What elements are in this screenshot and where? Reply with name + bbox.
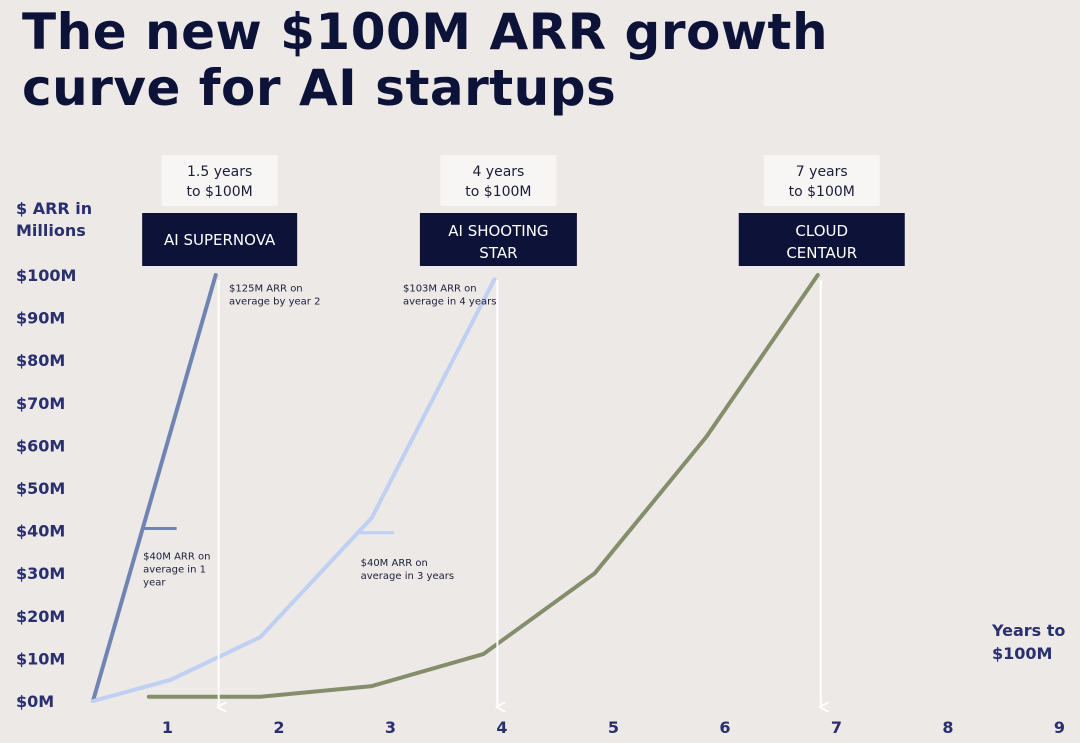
y-tick-label: $70M bbox=[16, 394, 65, 413]
annotation-text-line-2: average in 4 years bbox=[403, 296, 496, 307]
annotation-text: $103M ARR on average in 4 years bbox=[403, 283, 496, 307]
y-axis-ticks: $0M $10M $20M $30M $40M $50M $60M $70M $80M $90M $… bbox=[16, 266, 76, 711]
category-label-line-1: AI SHOOTING bbox=[448, 222, 548, 240]
y-tick-label: $80M bbox=[16, 351, 65, 370]
series-line-3 bbox=[146, 273, 820, 699]
duration-label: 4 years to $100M bbox=[465, 164, 531, 200]
x-tick-label: 6 bbox=[719, 718, 730, 737]
y-axis-label: $ ARR in Millions bbox=[16, 199, 92, 240]
category-label: AI SUPERNOVA bbox=[164, 231, 276, 249]
x-axis-title-line-1: Years to bbox=[991, 621, 1065, 640]
category-label-line-1: AI SUPERNOVA bbox=[164, 231, 276, 249]
duration-label-line-2: to $100M bbox=[789, 184, 855, 200]
series-lines bbox=[91, 273, 820, 703]
annotation-text-line-1: $40M ARR on bbox=[361, 558, 428, 569]
annotation-text-line-2: average by year 2 bbox=[229, 296, 320, 307]
annotation-text: $40M ARR on average in 3 years bbox=[361, 558, 454, 582]
x-axis-title: Years to $100M bbox=[991, 621, 1065, 663]
x-tick-label: 3 bbox=[385, 718, 396, 737]
y-tick-label: $90M bbox=[16, 309, 65, 328]
duration-label-line-2: to $100M bbox=[465, 184, 531, 200]
x-tick-label: 2 bbox=[273, 718, 284, 737]
annotation-text: $40M ARR on average in 1 year bbox=[143, 552, 210, 589]
annotations: $125M ARR on average by year 2 $103M ARR o… bbox=[143, 283, 496, 589]
y-axis-title-line-1: $ ARR in bbox=[16, 199, 92, 218]
duration-label: 7 years to $100M bbox=[789, 164, 855, 200]
milestone-3: 7 years to $100M CLOUD CENTAUR bbox=[738, 155, 905, 707]
annotation-1: $125M ARR on average by year 2 bbox=[229, 283, 320, 307]
x-tick-label: 1 bbox=[162, 718, 173, 737]
annotation-text-line-1: $125M ARR on bbox=[229, 283, 303, 294]
y-tick-label: $60M bbox=[16, 436, 65, 455]
duration-label-line-2: to $100M bbox=[187, 184, 253, 200]
y-tick-label: $50M bbox=[16, 479, 65, 498]
annotation-text-line-3: year bbox=[143, 578, 166, 589]
series-line-2 bbox=[91, 277, 497, 703]
category-label-line-2: CENTAUR bbox=[786, 244, 857, 262]
x-axis-title-line-2: $100M bbox=[992, 644, 1052, 663]
duration-label-line-1: 4 years bbox=[472, 164, 524, 180]
annotation-text-line-2: average in 3 years bbox=[361, 571, 454, 582]
annotation-2: $103M ARR on average in 4 years bbox=[403, 283, 496, 307]
annotation-3: $40M ARR on average in 1 year bbox=[143, 526, 210, 589]
annotation-text-line-1: $40M ARR on bbox=[143, 552, 210, 563]
y-tick-label: $30M bbox=[16, 564, 65, 583]
x-tick-label: 8 bbox=[942, 718, 953, 737]
y-tick-label: $10M bbox=[16, 649, 65, 668]
category-box bbox=[142, 213, 298, 266]
duration-box bbox=[440, 155, 557, 206]
y-tick-label: $100M bbox=[16, 266, 76, 285]
y-tick-label: $40M bbox=[16, 522, 65, 541]
annotation-text-line-2: average in 1 bbox=[143, 565, 206, 576]
category-label: AI SHOOTING STAR bbox=[448, 222, 548, 262]
x-tick-label: 5 bbox=[608, 718, 619, 737]
annotation-text-line-1: $103M ARR on bbox=[403, 283, 477, 294]
category-label-line-1: CLOUD bbox=[795, 222, 848, 240]
milestone-2: 4 years to $100M AI SHOOTING STAR bbox=[419, 155, 577, 707]
duration-box bbox=[161, 155, 278, 206]
series-line-1 bbox=[91, 273, 218, 703]
title-line-1: The new $100M ARR growth bbox=[22, 3, 829, 61]
duration-label: 1.5 years to $100M bbox=[187, 164, 253, 200]
category-label-line-2: STAR bbox=[479, 244, 517, 262]
x-axis-label: Years to $100M bbox=[991, 621, 1065, 663]
milestone-1: 1.5 years to $100M AI SUPERNOVA bbox=[142, 155, 298, 707]
annotation-4: $40M ARR on average in 3 years bbox=[360, 531, 454, 582]
milestone-markers: 1.5 years to $100M AI SUPERNOVA 4 years to $… bbox=[142, 155, 905, 707]
x-tick-label: 9 bbox=[1054, 718, 1065, 737]
y-axis-title-line-2: Millions bbox=[16, 221, 86, 240]
duration-label-line-1: 7 years bbox=[796, 164, 848, 180]
x-tick-label: 4 bbox=[496, 718, 507, 737]
y-tick-label: $20M bbox=[16, 607, 65, 626]
y-tick-label: $0M bbox=[16, 692, 54, 711]
x-axis-ticks: 1 2 3 4 5 6 7 8 9 bbox=[162, 718, 1065, 737]
category-box bbox=[419, 213, 577, 266]
x-tick-label: 7 bbox=[831, 718, 842, 737]
duration-label-line-1: 1.5 years bbox=[187, 164, 252, 180]
category-label: CLOUD CENTAUR bbox=[786, 222, 857, 262]
page-title: The new $100M ARR growth curve for AI st… bbox=[22, 4, 1062, 116]
category-box bbox=[738, 213, 905, 266]
annotation-text: $125M ARR on average by year 2 bbox=[229, 283, 320, 307]
title-line-2: curve for AI startups bbox=[22, 59, 617, 117]
duration-box bbox=[763, 155, 880, 206]
y-axis-title: $ ARR in Millions bbox=[16, 199, 92, 240]
